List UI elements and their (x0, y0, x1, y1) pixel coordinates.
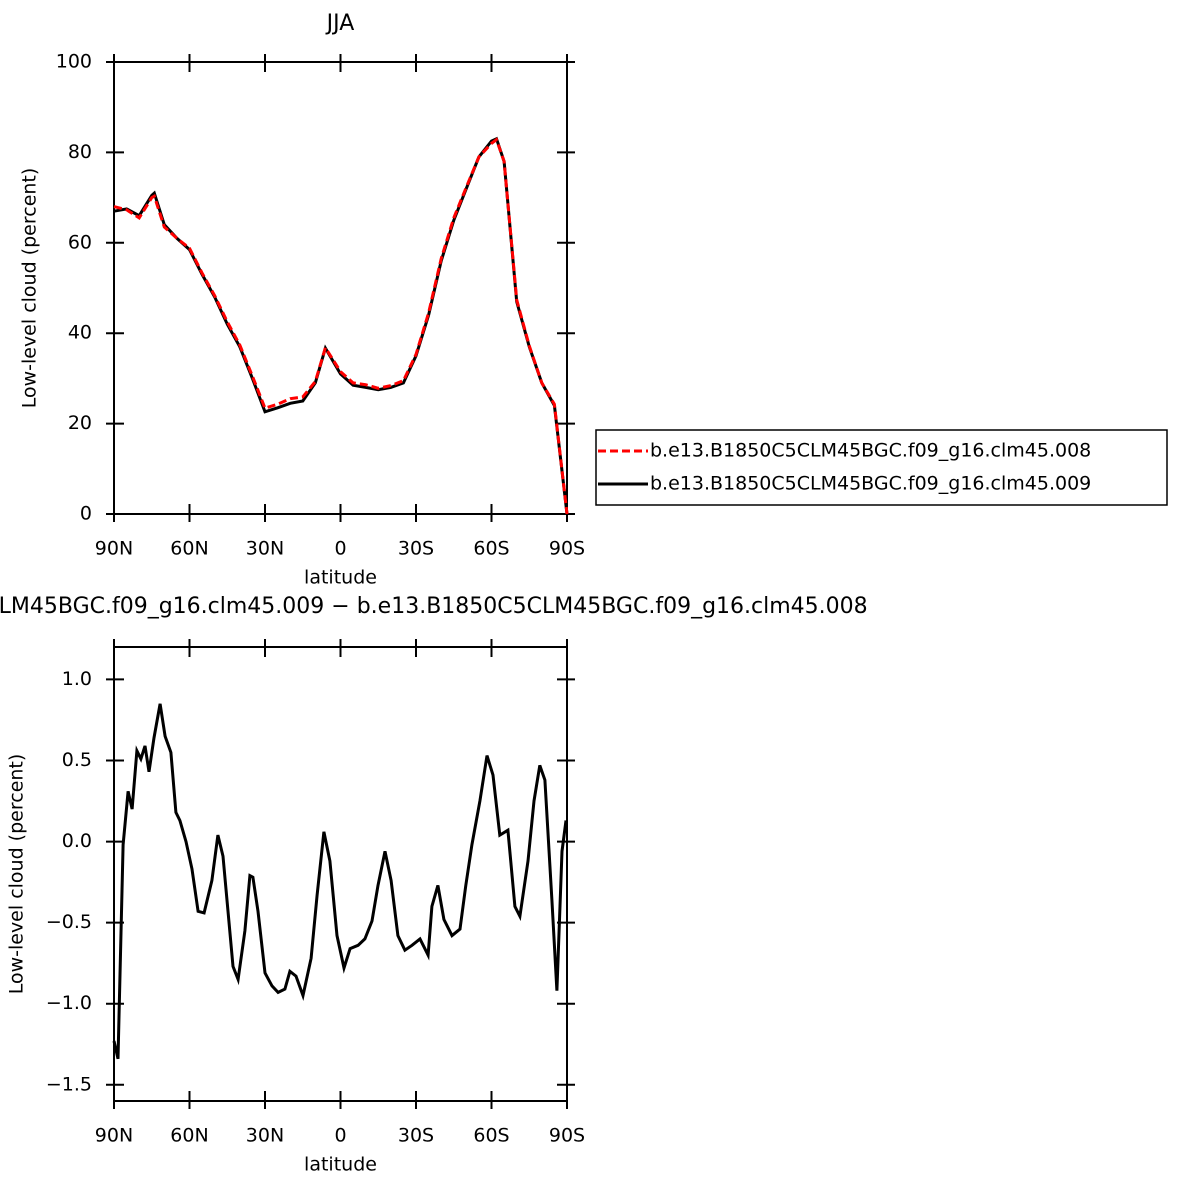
x-tick-label: 30S (398, 538, 434, 560)
legend-label: b.e13.B1850C5CLM45BGC.f09_g16.clm45.009 (650, 473, 1091, 495)
x-axis-label: latitude (304, 1154, 377, 1176)
data-line (113, 137, 569, 515)
x-tick-label: 90N (95, 1125, 133, 1147)
x-tick-label: 30N (246, 1125, 284, 1147)
y-axis-label: Low-level cloud (percent) (6, 754, 28, 995)
x-tick-label: 90S (549, 538, 585, 560)
y-tick-label: 1.0 (62, 668, 92, 690)
y-tick-label: 80 (68, 141, 92, 163)
plot-frame (113, 61, 568, 515)
x-tick-label: 90N (95, 538, 133, 560)
legend-label: b.e13.B1850C5CLM45BGC.f09_g16.clm45.008 (650, 440, 1091, 462)
x-tick-label: 60N (170, 1125, 208, 1147)
y-tick-label: 60 (68, 231, 92, 253)
y-tick-label: 0 (80, 503, 92, 525)
y-tick-label: 20 (68, 412, 92, 434)
y-tick-label: 40 (68, 322, 92, 344)
data-line (112, 703, 568, 1060)
x-tick-label: 90S (549, 1125, 585, 1147)
y-tick-label: −0.5 (46, 911, 92, 933)
chart-title: b.e13.B1850C5CLM45BGC.f09_g16.clm45.009 … (0, 594, 868, 619)
legend-box (595, 429, 1168, 506)
y-tick-label: 0.0 (62, 830, 92, 852)
x-tick-label: 60S (473, 1125, 509, 1147)
chart-title: JJA (325, 11, 355, 36)
x-tick-label: 30N (246, 538, 284, 560)
plot-frame (113, 646, 568, 1102)
data-line (113, 136, 569, 515)
x-tick-label: 0 (334, 538, 346, 560)
y-tick-label: −1.5 (46, 1073, 92, 1095)
x-axis-label: latitude (304, 567, 377, 589)
y-tick-label: 0.5 (62, 749, 92, 771)
x-tick-label: 60N (170, 538, 208, 560)
x-tick-label: 30S (398, 1125, 434, 1147)
y-tick-label: 100 (56, 51, 92, 73)
x-tick-label: 0 (334, 1125, 346, 1147)
y-tick-label: −1.0 (46, 992, 92, 1014)
x-tick-label: 60S (473, 538, 509, 560)
y-axis-label: Low-level cloud (percent) (19, 168, 41, 409)
